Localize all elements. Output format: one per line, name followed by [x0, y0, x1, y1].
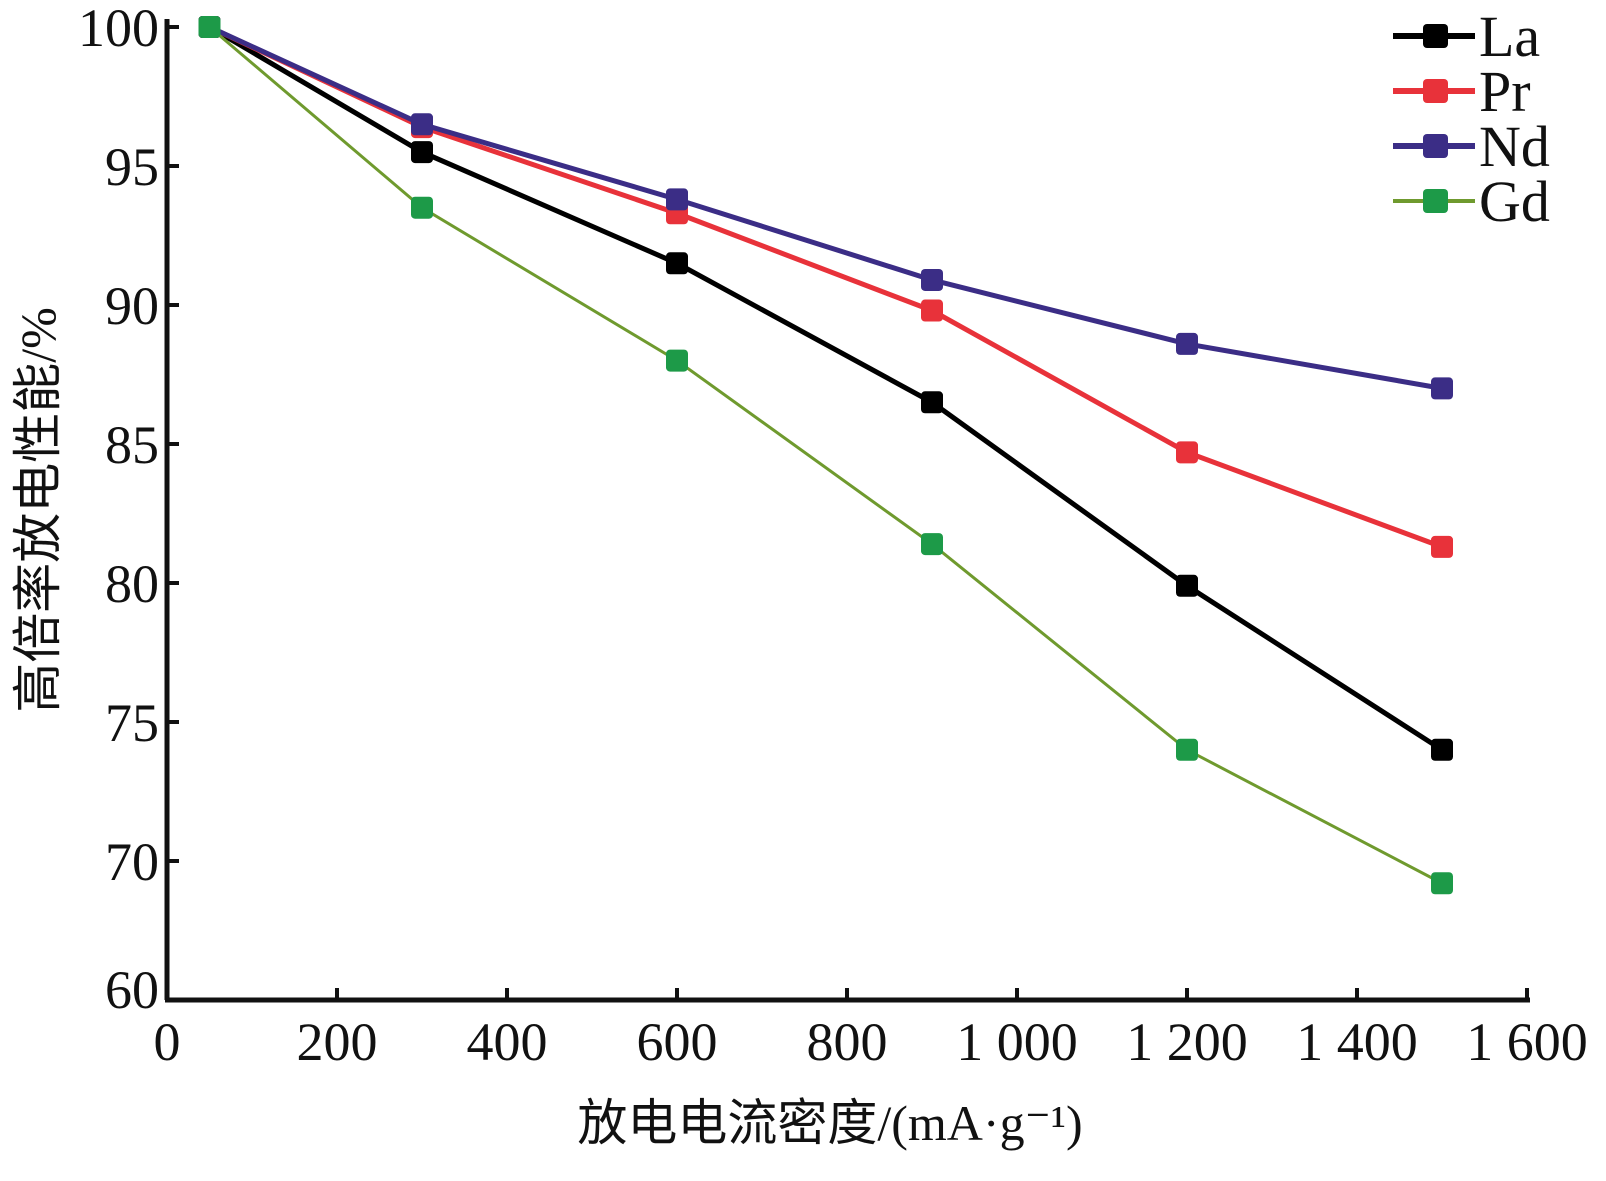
- data-point: [1431, 535, 1453, 558]
- x-tick-label: 400: [467, 1012, 548, 1072]
- x-tick-label: 800: [807, 1012, 888, 1072]
- series-Gd: [198, 16, 1453, 895]
- y-axis-label: 高倍率放电性能/%: [10, 307, 66, 713]
- data-point: [666, 349, 688, 372]
- axes: 0 200 400 600 800 1 000 1 200 1 400 1 600 70 75 80 8…: [78, 0, 1588, 1072]
- y-tick-label: 90: [105, 276, 159, 336]
- legend-label: La: [1479, 4, 1540, 69]
- series-line: [208, 24, 1443, 391]
- series-line: [208, 25, 1443, 885]
- series-La: [198, 16, 1453, 761]
- y-tick-label: 60: [105, 960, 159, 1020]
- data-point: [666, 252, 688, 275]
- data-point: [411, 196, 433, 219]
- data-point: [411, 113, 433, 136]
- legend-label: Nd: [1479, 114, 1550, 179]
- y-tick-label: 80: [105, 554, 159, 614]
- data-point: [921, 533, 943, 556]
- legend-marker: [1423, 189, 1448, 213]
- series-line: [208, 24, 1444, 752]
- legend-marker: [1423, 134, 1448, 158]
- data-point: [921, 268, 943, 291]
- legend-item-Gd: Gd: [1393, 169, 1550, 234]
- data-point: [198, 16, 221, 38]
- x-axis-label: 放电电流密度/(mA·g⁻¹): [577, 1095, 1082, 1151]
- data-point: [921, 391, 943, 414]
- data-point: [411, 141, 433, 164]
- legend-label: Gd: [1479, 169, 1550, 234]
- legend-item-Nd: Nd: [1393, 114, 1550, 179]
- x-tick-label: 1 400: [1296, 1012, 1418, 1072]
- y-tick-label: 70: [105, 832, 159, 892]
- data-point: [1431, 738, 1453, 761]
- series-Pr: [198, 16, 1453, 558]
- legend-marker: [1423, 24, 1448, 48]
- x-tick-label: 1 000: [956, 1012, 1078, 1072]
- series-group: [198, 16, 1453, 895]
- x-tick-label: 0: [154, 1012, 181, 1072]
- legend-label: Pr: [1479, 59, 1531, 124]
- y-tick-label: 85: [105, 415, 159, 475]
- data-point: [921, 299, 943, 322]
- x-tick-label: 600: [637, 1012, 718, 1072]
- data-point: [1431, 872, 1453, 895]
- legend-item-La: La: [1393, 4, 1540, 69]
- legend-item-Pr: Pr: [1393, 59, 1531, 124]
- data-point: [1176, 441, 1198, 464]
- x-tick-label: 200: [297, 1012, 378, 1072]
- y-tick-label: 100: [78, 0, 159, 58]
- data-point: [666, 188, 688, 211]
- y-tick-label: 75: [105, 693, 159, 753]
- data-point: [1176, 574, 1198, 597]
- y-tick-label: 95: [105, 137, 159, 197]
- x-tick-label: 1 600: [1466, 1012, 1588, 1072]
- legend-marker: [1423, 79, 1448, 103]
- data-point: [1431, 377, 1453, 400]
- data-point: [1176, 332, 1198, 355]
- x-tick-label: 1 200: [1126, 1012, 1248, 1072]
- data-point: [1176, 738, 1198, 761]
